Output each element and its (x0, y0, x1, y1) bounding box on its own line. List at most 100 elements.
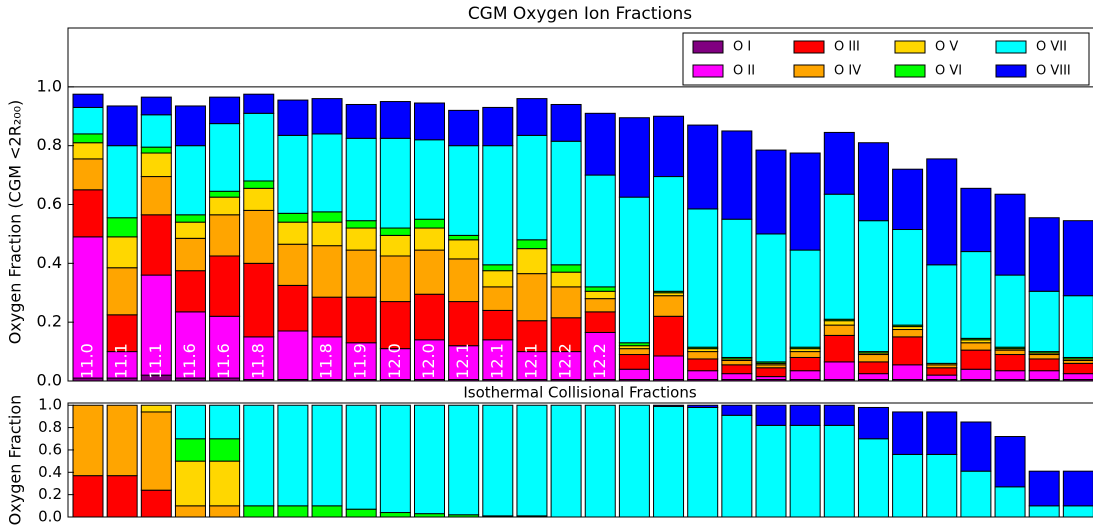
bar-segment (379, 348, 411, 381)
bar-segment (140, 176, 172, 216)
bar-segment (926, 453, 958, 518)
bar-segment (140, 96, 172, 116)
bar-segment (618, 117, 650, 198)
bar-segment (174, 145, 206, 216)
bar-segment (721, 359, 753, 366)
bar-segment (106, 236, 138, 269)
bar-segment (448, 234, 480, 241)
bar-segment (926, 264, 958, 364)
bar-segment (1028, 354, 1060, 360)
legend-swatch (894, 40, 926, 54)
bar-segment (1028, 358, 1060, 372)
bar-segment (926, 158, 958, 266)
bar-segment (448, 345, 480, 381)
bar-segment (311, 98, 343, 135)
bar-segment (1028, 217, 1060, 292)
y-tick-label: 0.4 (38, 463, 62, 481)
bar-segment (379, 404, 411, 514)
bar-segment (653, 176, 685, 292)
bar-segment (414, 339, 445, 381)
bar-label: 12.4 (624, 76, 643, 112)
bar-segment (345, 249, 377, 298)
legend-swatch (692, 64, 724, 78)
bar-segment (994, 486, 1026, 518)
bar-segment (345, 508, 377, 518)
bar-segment (721, 364, 753, 375)
bar-segment (550, 264, 582, 273)
bar-segment (414, 227, 445, 251)
bar-segment (311, 245, 343, 298)
legend-label: O V (935, 40, 958, 55)
bar-segment (584, 298, 616, 313)
bar-label: 12.0 (385, 343, 404, 379)
bar-label: 11.1 (112, 343, 131, 379)
bar-segment (106, 217, 138, 238)
bar-segment (755, 367, 787, 378)
bar-segment (550, 140, 582, 266)
bar-segment (823, 334, 855, 363)
bar-segment (106, 145, 138, 219)
bar-segment (857, 361, 889, 375)
bar-segment (277, 505, 309, 518)
bar-label: 11.8 (248, 343, 267, 379)
bar-segment (789, 370, 821, 381)
bar-segment (926, 411, 958, 455)
bar-segment (72, 404, 104, 477)
bar-segment (72, 475, 104, 518)
bar-segment (721, 414, 753, 518)
bar-segment (72, 189, 104, 238)
bar-segment (584, 290, 616, 300)
bar-segment (960, 187, 992, 253)
bar-segment (209, 214, 241, 257)
bar-segment (174, 460, 206, 507)
bar-segment (892, 336, 924, 366)
bar-segment (140, 489, 172, 518)
bar-segment (1062, 373, 1093, 381)
bar-segment (209, 196, 241, 216)
y-tick-label: 0.6 (37, 194, 62, 213)
bar-segment (721, 404, 753, 416)
legend: O I O II O III O IV O V O VI O VII O VIII (682, 32, 1090, 86)
bar-segment (311, 505, 343, 518)
bar-segment (243, 180, 275, 189)
bar-segment (823, 361, 855, 381)
bar-segment (345, 404, 377, 510)
bar-segment (550, 404, 582, 518)
bar-segment (72, 93, 104, 108)
bar-segment (687, 358, 719, 372)
legend-label: O VI (935, 64, 962, 79)
bar-segment (823, 424, 855, 518)
bar-label: 11.0 (78, 343, 97, 379)
bar-segment (823, 131, 855, 195)
bar-segment (857, 220, 889, 353)
bar-segment (960, 470, 992, 518)
bar-segment (960, 342, 992, 351)
bar-label: 13.0 (1000, 152, 1019, 188)
bar-segment (277, 243, 309, 286)
bar-segment (379, 137, 411, 229)
bar-label: 12.2 (556, 343, 575, 379)
bar-segment (857, 142, 889, 222)
bar-segment (243, 505, 275, 518)
bar-segment (482, 145, 514, 266)
bar-label: 12.9 (897, 127, 916, 163)
y-tick-label: 0.4 (37, 253, 62, 272)
bar-label: 11.9 (351, 343, 370, 379)
bar-segment (140, 214, 172, 276)
bar-segment (345, 227, 377, 251)
legend-label: O VII (1036, 40, 1067, 55)
bar-segment (550, 103, 582, 142)
bar-segment (243, 93, 275, 114)
bar-segment (140, 404, 172, 413)
bar-segment (277, 284, 309, 332)
bar-segment (550, 286, 582, 319)
bar-segment (448, 145, 480, 236)
bar-label: 12.2 (590, 343, 609, 379)
bar-segment (994, 193, 1026, 276)
bar-label: 12.7 (761, 108, 780, 144)
bar-segment (857, 406, 889, 440)
y-tick-label: 0.2 (37, 312, 62, 331)
bar-segment (448, 109, 480, 147)
bar-segment (209, 190, 241, 198)
y-tick-label: 0.2 (38, 485, 62, 503)
